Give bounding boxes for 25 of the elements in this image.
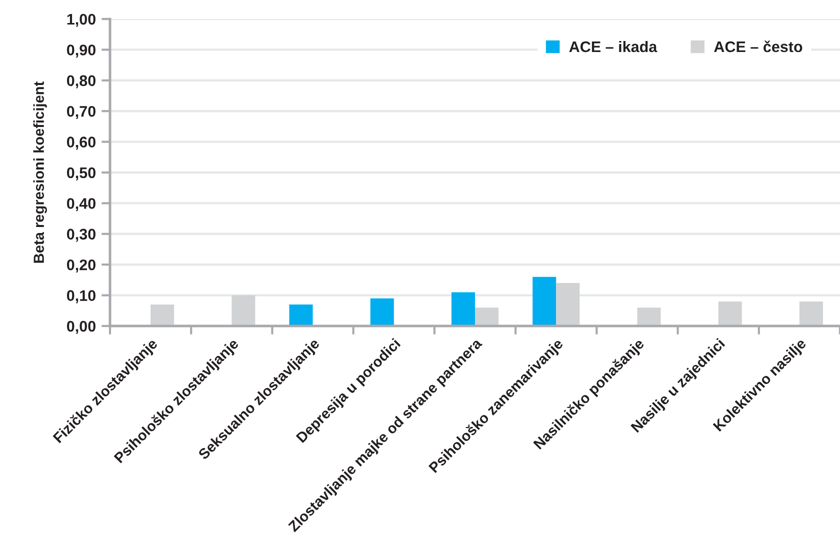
y-tick-label: 0,50 (66, 167, 96, 180)
bar (475, 308, 499, 326)
bar (718, 301, 742, 326)
y-tick-label: 0,20 (66, 259, 96, 272)
y-tick-label: 0,00 (66, 320, 96, 334)
bar (370, 298, 394, 326)
y-axis-title: Beta regresioni koeficijent (33, 81, 47, 263)
legend-label: ACE – ikada (569, 40, 658, 52)
y-tick-label: 0,90 (66, 44, 96, 58)
bar (451, 292, 475, 326)
y-tick-label: 0,40 (66, 198, 96, 212)
bar (637, 308, 661, 326)
y-tick-label: 0,80 (66, 75, 96, 88)
bar (150, 304, 174, 326)
y-tick-label: 0,70 (66, 106, 96, 119)
y-tick-label: 0,10 (66, 290, 96, 304)
bar (556, 283, 580, 326)
legend-label: ACE – često (714, 40, 802, 52)
y-tick-label: 0,60 (66, 136, 96, 150)
y-tick-label: 1,00 (67, 14, 96, 27)
bar (532, 276, 556, 326)
bar (232, 295, 256, 326)
bar (289, 304, 313, 326)
bar (799, 301, 823, 326)
y-tick-label: 0,30 (66, 228, 96, 242)
